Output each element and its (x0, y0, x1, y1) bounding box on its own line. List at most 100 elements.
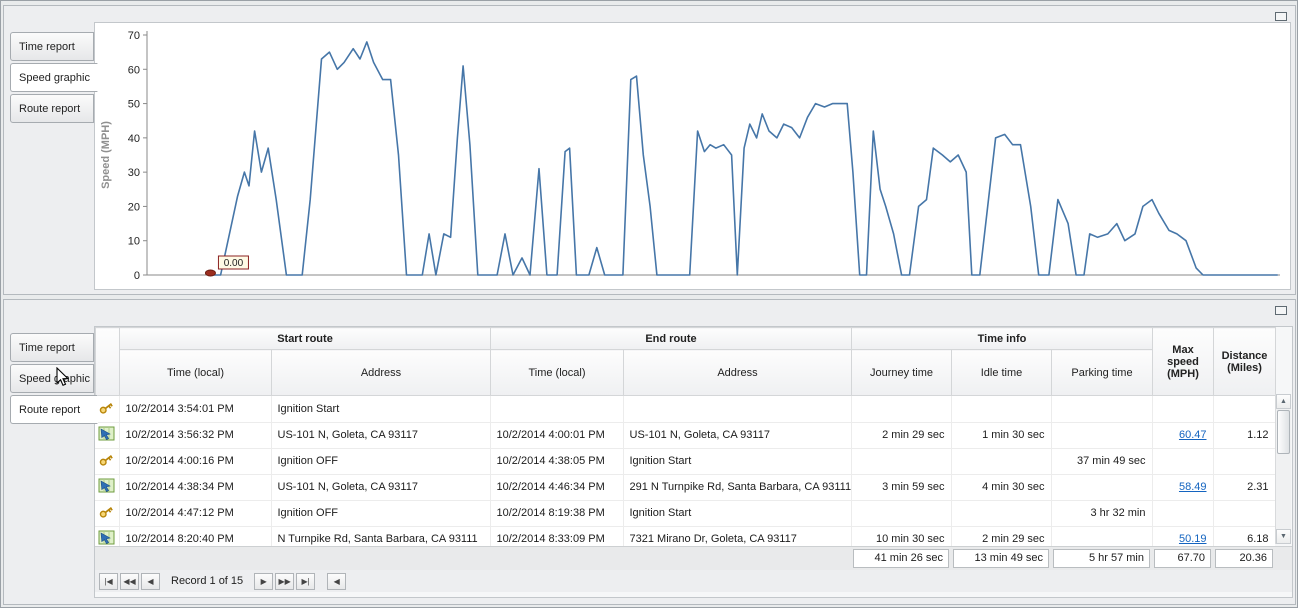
record-counter: Record 1 of 15 (171, 575, 244, 587)
table-row[interactable]: 10/2/2014 4:38:34 PM US-101 N, Goleta, C… (95, 474, 1275, 501)
table-row[interactable]: 10/2/2014 8:20:40 PM N Turnpike Rd, Sant… (95, 526, 1275, 546)
distance-cell (1213, 396, 1275, 423)
start-address-cell: N Turnpike Rd, Santa Barbara, CA 93111 (271, 526, 491, 546)
start-address-cell: Ignition Start (271, 396, 491, 423)
distance-cell (1213, 448, 1275, 475)
row-type-icon-cell (95, 422, 120, 449)
start-time-cell: 10/2/2014 4:38:34 PM (119, 474, 272, 501)
report-tabs-bottom: Time report Speed graphic Route report (10, 333, 98, 426)
max-speed-link[interactable]: 58.49 (1178, 481, 1207, 493)
start-address-cell: US-101 N, Goleta, CA 93117 (271, 422, 491, 449)
column-header-end-route[interactable]: End route (490, 327, 852, 350)
svg-text:0: 0 (134, 270, 140, 282)
row-type-icon-cell (95, 474, 120, 501)
tab-route-report[interactable]: Route report (10, 395, 98, 424)
end-time-cell: 10/2/2014 8:33:09 PM (490, 526, 624, 546)
start-time-cell: 10/2/2014 4:47:12 PM (119, 500, 272, 527)
hscroll-left-button[interactable]: ◀ (327, 572, 347, 590)
table-row[interactable]: 10/2/2014 3:56:32 PM US-101 N, Goleta, C… (95, 422, 1275, 449)
parking-time-cell (1051, 526, 1153, 546)
next-page-button[interactable]: ▶▶ (275, 572, 295, 590)
tab-time-report[interactable]: Time report (10, 333, 94, 362)
key-icon (99, 506, 114, 518)
column-header-max-speed[interactable]: Max speed (MPH) (1152, 327, 1214, 396)
next-record-button[interactable]: ▶ (254, 572, 274, 590)
end-address-cell: US-101 N, Goleta, CA 93117 (623, 422, 852, 449)
summary-idle-time: 13 min 49 sec (953, 549, 1049, 568)
column-header-start-address[interactable]: Address (271, 349, 491, 396)
indicator-column-header (95, 327, 120, 396)
svg-text:70: 70 (128, 30, 140, 42)
idle-time-cell (951, 500, 1052, 527)
last-record-button[interactable]: ▶| (296, 572, 316, 590)
end-time-cell: 10/2/2014 4:38:05 PM (490, 448, 624, 475)
svg-text:0.00: 0.00 (224, 258, 244, 269)
table-row[interactable]: 10/2/2014 4:00:16 PM Ignition OFF 10/2/2… (95, 448, 1275, 475)
column-header-time-info[interactable]: Time info (851, 327, 1153, 350)
vertical-scrollbar[interactable]: ▲ ▼ (1275, 394, 1291, 544)
end-address-cell: 7321 Mirano Dr, Goleta, CA 93117 (623, 526, 852, 546)
row-type-icon-cell (95, 526, 120, 546)
row-type-icon-cell (95, 448, 120, 475)
column-header-end-time[interactable]: Time (local) (490, 349, 624, 396)
start-address-cell: Ignition OFF (271, 448, 491, 475)
column-header-start-route[interactable]: Start route (119, 327, 491, 350)
start-address-cell: US-101 N, Goleta, CA 93117 (271, 474, 491, 501)
end-address-cell: 291 N Turnpike Rd, Santa Barbara, CA 931… (623, 474, 852, 501)
max-speed-link[interactable]: 50.19 (1178, 533, 1207, 545)
journey-time-cell (851, 448, 952, 475)
scroll-up-button[interactable]: ▲ (1276, 394, 1291, 409)
row-type-icon-cell (95, 396, 120, 423)
table-row[interactable]: 10/2/2014 3:54:01 PM Ignition Start (95, 396, 1275, 423)
column-header-idle-time[interactable]: Idle time (951, 349, 1052, 396)
tab-speed-graphic[interactable]: Speed graphic (10, 364, 94, 393)
summary-journey-time: 41 min 26 sec (853, 549, 949, 568)
scroll-down-button[interactable]: ▼ (1276, 529, 1291, 544)
idle-time-cell: 1 min 30 sec (951, 422, 1052, 449)
speed-chart-area[interactable]: 0 10 20 30 40 50 60 70 Speed (MPH) 0.00 (94, 22, 1291, 290)
column-header-end-address[interactable]: Address (623, 349, 852, 396)
row-type-icon-cell (95, 500, 120, 527)
distance-cell: 1.12 (1213, 422, 1275, 449)
parking-time-cell: 37 min 49 sec (1051, 448, 1153, 475)
column-header-parking-time[interactable]: Parking time (1051, 349, 1153, 396)
tab-route-report[interactable]: Route report (10, 94, 94, 123)
journey-time-cell (851, 396, 952, 423)
max-speed-cell (1152, 396, 1214, 423)
column-header-journey-time[interactable]: Journey time (851, 349, 952, 396)
route-icon (98, 478, 115, 493)
end-time-cell: 10/2/2014 4:46:34 PM (490, 474, 624, 501)
route-report-grid: Start route End route Time info Max spee… (94, 326, 1293, 598)
first-record-button[interactable]: |◀ (99, 572, 118, 590)
prev-record-button[interactable]: ◀ (141, 572, 160, 590)
chart-start-marker (204, 269, 216, 277)
chart-annotation-box (217, 255, 249, 270)
max-speed-cell: 58.49 (1152, 474, 1214, 501)
panel-collapse-button[interactable] (1275, 12, 1287, 21)
start-time-cell: 10/2/2014 3:54:01 PM (119, 396, 272, 423)
distance-cell (1213, 500, 1275, 527)
column-header-distance[interactable]: Distance (Miles) (1213, 327, 1276, 396)
column-header-start-time[interactable]: Time (local) (119, 349, 272, 396)
end-address-cell (623, 396, 852, 423)
tab-time-report[interactable]: Time report (10, 32, 94, 61)
journey-time-cell: 10 min 30 sec (851, 526, 952, 546)
idle-time-cell: 4 min 30 sec (951, 474, 1052, 501)
table-row[interactable]: 10/2/2014 4:47:12 PM Ignition OFF 10/2/2… (95, 500, 1275, 527)
distance-cell: 6.18 (1213, 526, 1275, 546)
max-speed-cell (1152, 448, 1214, 475)
record-navigator: |◀ ◀◀ ◀ Record 1 of 15 ▶ ▶▶ ▶| ◀ (95, 570, 1292, 592)
route-report-panel: Time report Speed graphic Route report Sta… (3, 299, 1296, 605)
summary-max-speed: 67.70 (1154, 549, 1211, 568)
journey-time-cell (851, 500, 952, 527)
scrollbar-thumb[interactable] (1277, 410, 1290, 454)
panel-collapse-button[interactable] (1275, 306, 1287, 315)
grid-body: 10/2/2014 3:54:01 PM Ignition Start 10/2… (95, 396, 1275, 546)
speed-graphic-panel: Time report Speed graphic Route report 0 10… (3, 5, 1296, 295)
speed-chart: 0 10 20 30 40 50 60 70 Speed (MPH) 0.00 (100, 30, 1280, 282)
max-speed-link[interactable]: 60.47 (1178, 429, 1207, 441)
max-speed-cell: 50.19 (1152, 526, 1214, 546)
key-icon (99, 454, 114, 466)
tab-speed-graphic[interactable]: Speed graphic (10, 63, 98, 92)
prev-page-button[interactable]: ◀◀ (120, 572, 139, 590)
